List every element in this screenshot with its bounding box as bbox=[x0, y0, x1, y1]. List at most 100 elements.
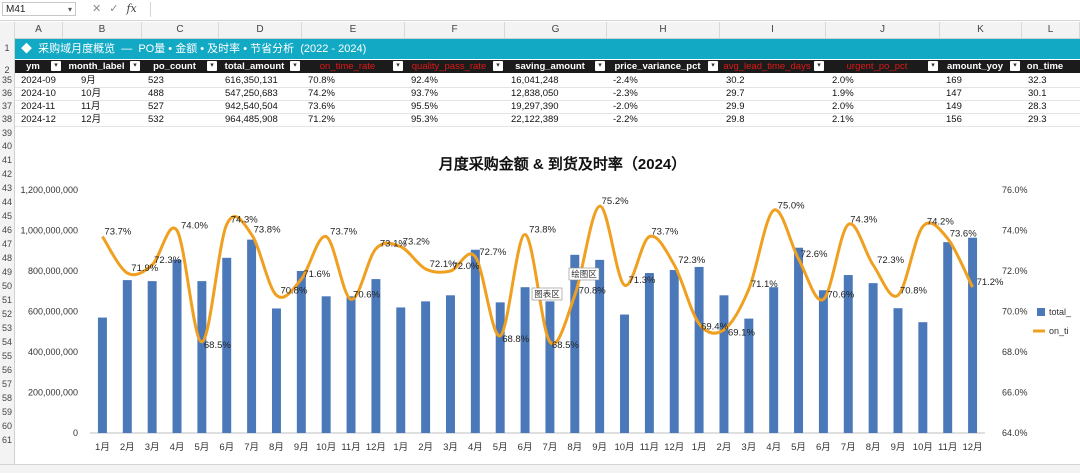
table-cell[interactable]: 29.9 bbox=[726, 101, 745, 112]
table-cell[interactable]: 30.2 bbox=[726, 75, 745, 86]
table-cell[interactable]: 73.6% bbox=[308, 101, 335, 112]
row-header[interactable]: 43 bbox=[1, 183, 12, 193]
row-header[interactable]: 37 bbox=[1, 101, 12, 111]
table-cell[interactable]: -2.4% bbox=[613, 75, 638, 86]
column-header-H[interactable]: H bbox=[607, 22, 720, 38]
filter-dropdown-icon[interactable]: ▾ bbox=[393, 61, 403, 71]
table-cell[interactable]: 29.8 bbox=[726, 114, 745, 125]
row-header[interactable]: 57 bbox=[1, 379, 12, 389]
banner-title[interactable]: ◆ 采购域月度概览 — PO量 • 金额 • 及时率 • 节省分析 (2022 … bbox=[15, 39, 1080, 59]
row-header[interactable]: 56 bbox=[1, 365, 12, 375]
check-icon[interactable]: ✓ bbox=[109, 3, 119, 15]
table-cell[interactable]: 9月 bbox=[81, 75, 96, 86]
table-cell[interactable]: 149 bbox=[946, 101, 962, 112]
name-box[interactable]: M41 ▾ bbox=[2, 2, 76, 16]
table-cell[interactable]: 28.3 bbox=[1028, 101, 1047, 112]
cancel-icon[interactable]: ✕ bbox=[92, 3, 102, 15]
column-header-L[interactable]: L bbox=[1022, 22, 1080, 38]
row-header[interactable]: 2 bbox=[4, 65, 10, 75]
table-cell[interactable]: -2.3% bbox=[613, 88, 638, 99]
row-header[interactable]: 46 bbox=[1, 225, 12, 235]
row-header[interactable]: 52 bbox=[1, 309, 12, 319]
table-cell[interactable]: 95.5% bbox=[411, 101, 438, 112]
table-cell[interactable]: 2.0% bbox=[832, 101, 854, 112]
table-cell[interactable]: 29.7 bbox=[726, 88, 745, 99]
filter-dropdown-icon[interactable]: ▾ bbox=[595, 61, 605, 71]
filter-dropdown-icon[interactable]: ▾ bbox=[207, 61, 217, 71]
table-cell[interactable]: 616,350,131 bbox=[225, 75, 278, 86]
row-header[interactable]: 49 bbox=[1, 267, 12, 277]
table-cell[interactable]: 12,838,050 bbox=[511, 88, 559, 99]
table-cell[interactable]: 2024-09 bbox=[21, 75, 56, 86]
table-cell[interactable]: 527 bbox=[148, 101, 164, 112]
column-header-I[interactable]: I bbox=[720, 22, 826, 38]
formula-input[interactable] bbox=[150, 2, 1080, 17]
row-header[interactable]: 38 bbox=[1, 114, 12, 124]
table-cell[interactable]: 16,041,248 bbox=[511, 75, 559, 86]
filter-dropdown-icon[interactable]: ▾ bbox=[1010, 61, 1020, 71]
table-cell[interactable]: 92.4% bbox=[411, 75, 438, 86]
column-header-D[interactable]: D bbox=[219, 22, 302, 38]
column-header-C[interactable]: C bbox=[142, 22, 219, 38]
table-cell[interactable]: 11月 bbox=[81, 101, 101, 112]
table-cell[interactable]: 2024-10 bbox=[21, 88, 56, 99]
table-cell[interactable]: 156 bbox=[946, 114, 962, 125]
filter-dropdown-icon[interactable]: ▾ bbox=[493, 61, 503, 71]
table-cell[interactable]: 2.1% bbox=[832, 114, 854, 125]
table-cell[interactable]: 523 bbox=[148, 75, 164, 86]
table-cell[interactable]: 488 bbox=[148, 88, 164, 99]
row-header[interactable]: 53 bbox=[1, 323, 12, 333]
column-header-J[interactable]: J bbox=[826, 22, 940, 38]
row-header[interactable]: 55 bbox=[1, 351, 12, 361]
row-header[interactable]: 58 bbox=[1, 393, 12, 403]
table-cell[interactable]: 964,485,908 bbox=[225, 114, 278, 125]
table-cell[interactable]: 532 bbox=[148, 114, 164, 125]
row-header[interactable]: 35 bbox=[1, 75, 12, 85]
fx-icon[interactable]: fx bbox=[126, 2, 137, 15]
row-header[interactable]: 42 bbox=[1, 169, 12, 179]
row-header[interactable]: 50 bbox=[1, 281, 12, 291]
filter-dropdown-icon[interactable]: ▾ bbox=[814, 61, 824, 71]
table-cell[interactable]: -2.2% bbox=[613, 114, 638, 125]
filter-dropdown-icon[interactable]: ▾ bbox=[928, 61, 938, 71]
column-header-K[interactable]: K bbox=[940, 22, 1022, 38]
filter-dropdown-icon[interactable]: ▾ bbox=[290, 61, 300, 71]
table-cell[interactable]: 10月 bbox=[81, 88, 102, 99]
table-cell[interactable]: 29.3 bbox=[1028, 114, 1047, 125]
row-header[interactable]: 40 bbox=[1, 141, 12, 151]
row-header[interactable]: 61 bbox=[1, 435, 12, 445]
table-cell[interactable]: -2.0% bbox=[613, 101, 638, 112]
column-header-F[interactable]: F bbox=[405, 22, 505, 38]
column-header-E[interactable]: E bbox=[302, 22, 405, 38]
table-cell[interactable]: 2.0% bbox=[832, 75, 854, 86]
chevron-down-icon[interactable]: ▾ bbox=[67, 5, 72, 14]
row-header[interactable]: 39 bbox=[1, 128, 12, 138]
row-header[interactable]: 45 bbox=[1, 211, 12, 221]
table-cell[interactable]: 1.9% bbox=[832, 88, 854, 99]
column-header-B[interactable]: B bbox=[63, 22, 142, 38]
row-header[interactable]: 44 bbox=[1, 197, 12, 207]
row-header[interactable]: 48 bbox=[1, 253, 12, 263]
row-header[interactable]: 47 bbox=[1, 239, 12, 249]
table-cell[interactable]: 169 bbox=[946, 75, 962, 86]
column-header-A[interactable]: A bbox=[15, 22, 63, 38]
row-header[interactable]: 36 bbox=[1, 88, 12, 98]
table-cell[interactable]: 547,250,683 bbox=[225, 88, 278, 99]
table-cell[interactable]: 74.2% bbox=[308, 88, 335, 99]
table-cell[interactable]: 2024-11 bbox=[21, 101, 56, 112]
table-cell[interactable]: 22,122,389 bbox=[511, 114, 559, 125]
filter-dropdown-icon[interactable]: ▾ bbox=[130, 61, 140, 71]
row-header[interactable]: 59 bbox=[1, 407, 12, 417]
filter-dropdown-icon[interactable]: ▾ bbox=[51, 61, 61, 71]
filter-dropdown-icon[interactable]: ▾ bbox=[708, 61, 718, 71]
row-header[interactable]: 1 bbox=[4, 43, 10, 53]
table-cell[interactable]: 2024-12 bbox=[21, 114, 56, 125]
table-cell[interactable]: 147 bbox=[946, 88, 962, 99]
row-header[interactable]: 60 bbox=[1, 421, 12, 431]
table-cell[interactable]: 32.3 bbox=[1028, 75, 1047, 86]
row-header[interactable]: 54 bbox=[1, 337, 12, 347]
table-cell[interactable]: 942,540,504 bbox=[225, 101, 278, 112]
table-cell[interactable]: 30.1 bbox=[1028, 88, 1047, 99]
column-header-G[interactable]: G bbox=[505, 22, 607, 38]
table-cell[interactable]: 70.8% bbox=[308, 75, 335, 86]
